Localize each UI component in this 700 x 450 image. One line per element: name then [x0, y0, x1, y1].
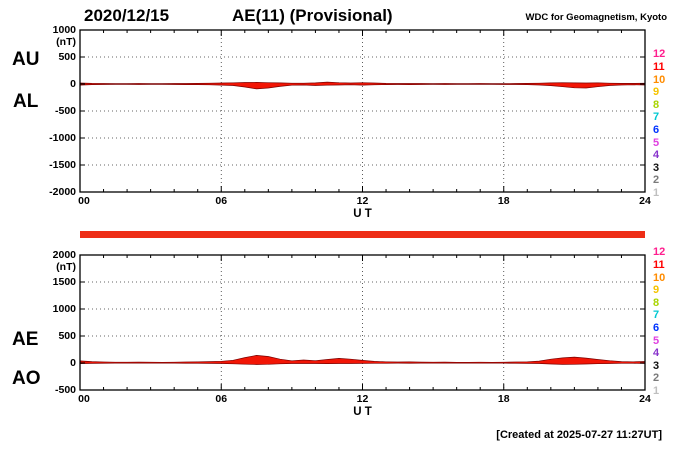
au-axis-label: AU [12, 49, 40, 70]
created-timestamp: [Created at 2025-07-27 11:27UT] [496, 429, 662, 441]
date-label: 2020/12/15 [84, 6, 170, 25]
ae-axis-label: AE [12, 329, 39, 350]
source-label: WDC for Geomagnetism, Kyoto [525, 12, 667, 23]
page-title: AE(11) (Provisional) [232, 6, 393, 25]
ao-axis-label: AO [12, 368, 41, 389]
al-axis-label: AL [13, 91, 39, 112]
